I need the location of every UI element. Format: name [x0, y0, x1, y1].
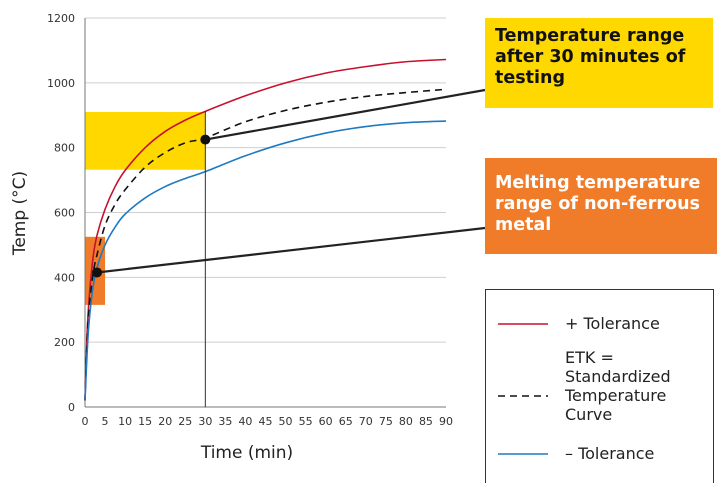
- legend-label: Temperature: [565, 386, 667, 405]
- marker-30min: [200, 134, 211, 145]
- callout-orange-line: Melting temperature: [495, 173, 701, 193]
- series-line-0: [84, 58, 447, 401]
- grid-layer: [85, 17, 446, 343]
- x-tick-label: 0: [82, 415, 89, 428]
- y-tick-label: 200: [54, 336, 75, 349]
- x-tick-label: 80: [399, 415, 413, 428]
- x-tick-label: 65: [339, 415, 353, 428]
- y-tick-label: 0: [68, 401, 75, 414]
- legend-label: Curve: [565, 405, 613, 424]
- x-tick-label: 15: [138, 415, 152, 428]
- x-tick-label: 20: [158, 415, 172, 428]
- x-tick-label: 90: [439, 415, 453, 428]
- callout-orange-line: range of non-ferrous: [495, 194, 700, 214]
- legend: + Tolerance ETK = Standardized Temperatu…: [485, 289, 714, 483]
- x-tick-label: 45: [259, 415, 273, 428]
- x-tick-label: 5: [102, 415, 109, 428]
- markers: [92, 134, 211, 278]
- y-tick-label: 1200: [47, 12, 75, 25]
- callout-orange-line: metal: [495, 215, 552, 235]
- callout-leaders: [96, 88, 486, 274]
- series-line-2: [84, 120, 447, 401]
- callout-yellow-line: after 30 minutes of: [495, 47, 686, 67]
- legend-swatch: [498, 323, 548, 325]
- y-tick-label: 1000: [47, 77, 75, 90]
- callout-temperature-range: Temperature range after 30 minutes of te…: [485, 18, 713, 108]
- x-tick-label: 10: [118, 415, 132, 428]
- callout-melting-temperature: Melting temperature range of non-ferrous…: [485, 158, 717, 254]
- x-tick-label: 75: [379, 415, 393, 428]
- x-tick-label: 35: [218, 415, 232, 428]
- y-tick-label: 600: [54, 207, 75, 220]
- callout-yellow-line: Temperature range: [495, 26, 685, 46]
- leader-line-orange: [96, 226, 486, 274]
- x-tick-label: 30: [198, 415, 212, 428]
- x-tick-label: 85: [419, 415, 433, 428]
- marker-3min: [92, 267, 103, 278]
- legend-swatch: [498, 395, 548, 397]
- x-tick-label: 25: [178, 415, 192, 428]
- highlight-bands: [85, 112, 206, 305]
- y-tick-label: 800: [54, 142, 75, 155]
- x-tick-label: 40: [238, 415, 252, 428]
- legend-label: – Tolerance: [565, 444, 655, 463]
- yellow-band: [85, 112, 206, 170]
- y-tick-label: 400: [54, 271, 75, 284]
- series-layer: [84, 58, 447, 401]
- y-axis-label: Temp (°C): [10, 171, 30, 256]
- leader-line-yellow: [205, 88, 486, 141]
- x-tick-label: 55: [299, 415, 313, 428]
- legend-label: ETK =: [565, 348, 614, 367]
- x-tick-label: 50: [279, 415, 293, 428]
- series-line-1: [84, 88, 447, 401]
- legend-label: Standardized: [565, 367, 671, 386]
- callout-yellow-line: testing: [495, 68, 565, 88]
- legend-label: + Tolerance: [565, 314, 660, 333]
- x-tick-label: 70: [359, 415, 373, 428]
- legend-swatch: [498, 453, 548, 455]
- x-tick-label: 60: [319, 415, 333, 428]
- x-axis-label: Time (min): [200, 443, 293, 463]
